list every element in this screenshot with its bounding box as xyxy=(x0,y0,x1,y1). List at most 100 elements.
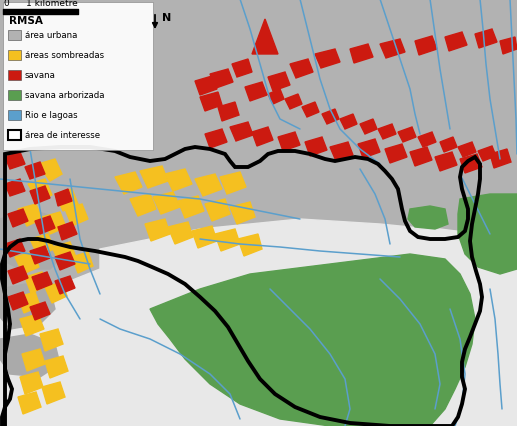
Polygon shape xyxy=(220,173,246,195)
Polygon shape xyxy=(410,148,432,167)
Polygon shape xyxy=(500,38,517,55)
Polygon shape xyxy=(45,282,67,303)
Polygon shape xyxy=(35,216,55,234)
Polygon shape xyxy=(238,234,262,256)
Polygon shape xyxy=(360,120,377,135)
Polygon shape xyxy=(150,254,475,426)
Polygon shape xyxy=(195,175,222,196)
Polygon shape xyxy=(390,230,517,299)
Polygon shape xyxy=(460,155,482,173)
Text: 0: 0 xyxy=(3,0,9,8)
Polygon shape xyxy=(20,372,43,394)
Polygon shape xyxy=(40,329,63,351)
Polygon shape xyxy=(140,167,168,189)
Polygon shape xyxy=(145,219,170,242)
Polygon shape xyxy=(305,138,327,157)
Polygon shape xyxy=(178,196,204,219)
Polygon shape xyxy=(20,314,44,336)
Polygon shape xyxy=(340,115,357,130)
Polygon shape xyxy=(18,392,41,414)
Polygon shape xyxy=(358,140,380,158)
Polygon shape xyxy=(8,210,28,227)
Polygon shape xyxy=(380,40,405,59)
Polygon shape xyxy=(22,349,45,371)
Polygon shape xyxy=(230,123,253,142)
Polygon shape xyxy=(268,90,284,105)
Polygon shape xyxy=(490,150,511,169)
Polygon shape xyxy=(15,253,39,274)
Polygon shape xyxy=(25,272,47,294)
Polygon shape xyxy=(322,110,339,125)
Polygon shape xyxy=(435,153,457,172)
Polygon shape xyxy=(252,20,278,55)
Polygon shape xyxy=(18,204,42,227)
Polygon shape xyxy=(0,284,55,329)
Polygon shape xyxy=(285,95,302,110)
Text: N: N xyxy=(162,13,172,23)
Polygon shape xyxy=(200,93,222,112)
Polygon shape xyxy=(42,213,66,234)
Polygon shape xyxy=(30,246,50,265)
Polygon shape xyxy=(8,292,28,310)
Bar xyxy=(8,31,21,41)
Polygon shape xyxy=(55,190,72,207)
Polygon shape xyxy=(408,207,448,230)
Polygon shape xyxy=(165,170,192,192)
Text: áreas sombreadas: áreas sombreadas xyxy=(25,52,104,60)
Text: RMSA: RMSA xyxy=(9,16,43,26)
Text: área de interesse: área de interesse xyxy=(25,131,100,140)
Polygon shape xyxy=(18,292,40,313)
Polygon shape xyxy=(8,266,28,284)
Polygon shape xyxy=(5,239,25,257)
Text: Rio e lagoas: Rio e lagoas xyxy=(25,111,78,120)
Polygon shape xyxy=(130,195,156,216)
Polygon shape xyxy=(30,234,54,256)
Polygon shape xyxy=(58,222,77,240)
Polygon shape xyxy=(195,77,217,96)
Polygon shape xyxy=(252,128,273,147)
Polygon shape xyxy=(302,103,319,118)
Polygon shape xyxy=(378,125,396,140)
Polygon shape xyxy=(445,33,467,52)
Polygon shape xyxy=(415,37,437,56)
Polygon shape xyxy=(25,163,45,180)
Polygon shape xyxy=(245,83,267,102)
Polygon shape xyxy=(268,73,290,92)
Polygon shape xyxy=(38,160,62,181)
Polygon shape xyxy=(65,204,88,227)
Polygon shape xyxy=(42,382,65,404)
Text: savana: savana xyxy=(25,71,56,81)
Polygon shape xyxy=(55,276,75,294)
Polygon shape xyxy=(478,147,496,161)
Polygon shape xyxy=(385,145,407,164)
Polygon shape xyxy=(115,173,142,195)
Polygon shape xyxy=(168,222,193,245)
Polygon shape xyxy=(52,242,76,265)
Polygon shape xyxy=(5,180,25,196)
Polygon shape xyxy=(72,253,93,273)
Bar xyxy=(8,111,21,121)
Polygon shape xyxy=(218,103,239,122)
Polygon shape xyxy=(32,272,52,290)
Polygon shape xyxy=(30,302,50,320)
Polygon shape xyxy=(230,202,255,225)
Polygon shape xyxy=(458,143,476,158)
Polygon shape xyxy=(232,60,252,78)
Bar xyxy=(8,51,21,61)
Polygon shape xyxy=(440,138,457,153)
Polygon shape xyxy=(205,130,227,149)
Bar xyxy=(8,71,21,81)
Polygon shape xyxy=(153,193,180,215)
Polygon shape xyxy=(0,219,517,426)
Polygon shape xyxy=(315,50,340,69)
Polygon shape xyxy=(290,60,313,79)
Polygon shape xyxy=(278,132,300,152)
Text: área urbana: área urbana xyxy=(25,32,78,40)
Polygon shape xyxy=(205,199,230,222)
Polygon shape xyxy=(330,143,353,161)
Bar xyxy=(8,91,21,101)
Text: savana arborizada: savana arborizada xyxy=(25,91,104,100)
Text: 1 kilometre: 1 kilometre xyxy=(26,0,78,8)
Polygon shape xyxy=(192,227,217,248)
Polygon shape xyxy=(398,128,416,143)
